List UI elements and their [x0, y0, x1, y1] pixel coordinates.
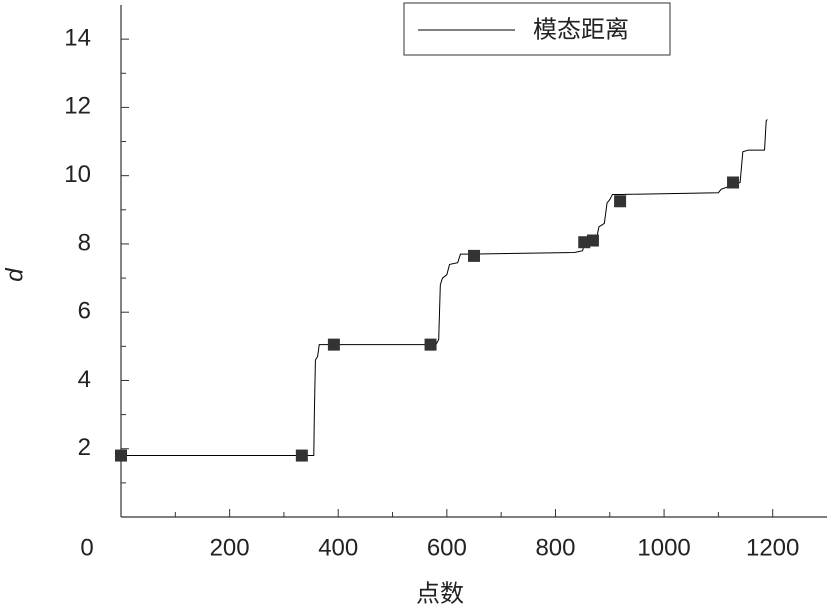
marker — [424, 338, 437, 351]
legend-label: 模态距离 — [533, 16, 629, 43]
marker — [614, 195, 627, 208]
data-line — [121, 119, 768, 457]
marker — [727, 176, 740, 189]
y-tick-label: 6 — [78, 298, 91, 325]
marker — [295, 449, 308, 462]
x-tick-label: 1000 — [637, 534, 690, 561]
x-tick-label: 0 — [80, 534, 93, 561]
marker — [468, 249, 480, 262]
x-tick-label: 600 — [427, 534, 467, 561]
y-tick-label: 14 — [64, 24, 91, 51]
y-tick-label: 10 — [64, 161, 91, 188]
marker — [586, 234, 599, 247]
marker — [327, 338, 340, 351]
x-tick-label: 800 — [535, 534, 575, 561]
legend-box — [403, 2, 671, 56]
y-tick-label: 8 — [78, 229, 91, 256]
x-tick-label: 1200 — [746, 534, 799, 561]
y-tick-label: 4 — [78, 366, 91, 393]
x-axis-label: 点数 — [416, 580, 464, 607]
x-tick-label: 400 — [318, 534, 358, 561]
y-tick-label: 2 — [78, 434, 91, 461]
y-tick-label: 12 — [64, 93, 91, 120]
x-tick-label: 200 — [210, 534, 250, 561]
marker — [115, 449, 127, 462]
y-axis-label: d — [1, 268, 28, 282]
